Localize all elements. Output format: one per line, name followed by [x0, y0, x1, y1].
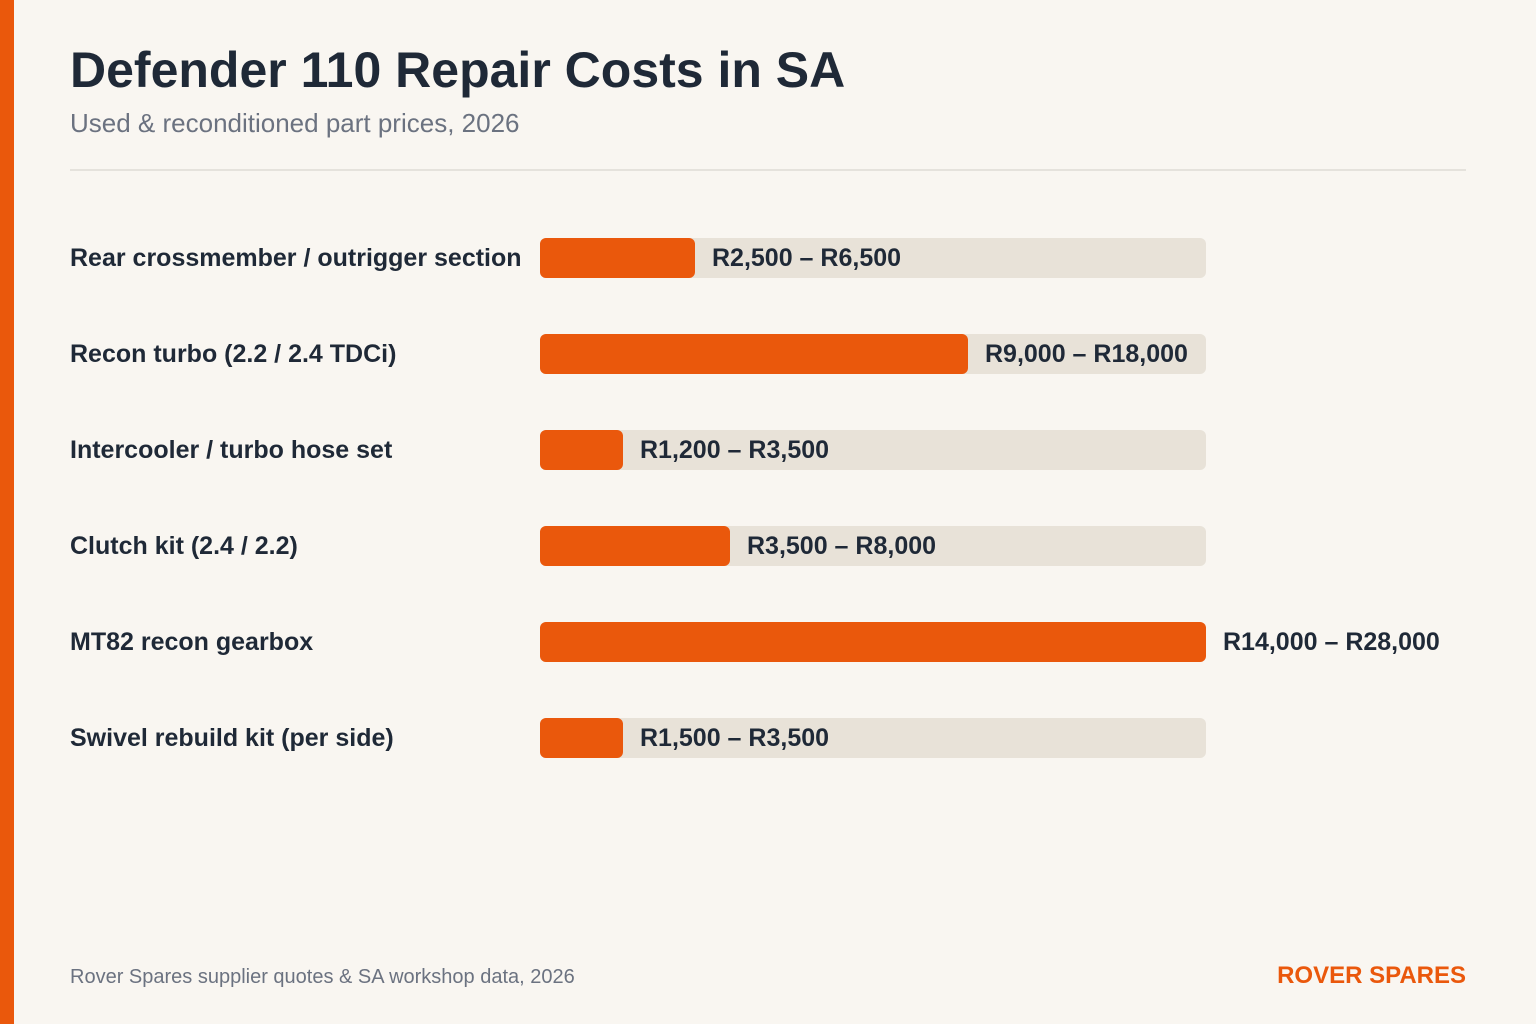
brand-logo: ROVER SPARES — [1277, 962, 1466, 989]
price-range-label: R1,500 – R3,500 — [640, 724, 830, 752]
category-label: Intercooler / turbo hose set — [70, 436, 393, 464]
price-range-label: R1,200 – R3,500 — [640, 436, 830, 464]
category-label: Clutch kit (2.4 / 2.2) — [70, 532, 298, 560]
price-bar — [540, 334, 968, 374]
price-range-label: R14,000 – R28,000 — [1223, 628, 1440, 656]
price-bar — [540, 238, 695, 278]
chart-subtitle: Used & reconditioned part prices, 2026 — [70, 108, 520, 138]
source-note: Rover Spares supplier quotes & SA worksh… — [70, 966, 575, 988]
chart-title: Defender 110 Repair Costs in SA — [70, 42, 846, 98]
price-bar — [540, 430, 623, 470]
accent-stripe — [0, 0, 14, 1024]
price-range-label: R9,000 – R18,000 — [985, 340, 1188, 368]
category-label: Rear crossmember / outrigger section — [70, 244, 522, 272]
category-label: MT82 recon gearbox — [70, 628, 314, 656]
bar-track — [540, 430, 1206, 470]
header-divider — [70, 169, 1466, 171]
bar-track — [540, 718, 1206, 758]
price-bar — [540, 718, 623, 758]
category-label: Swivel rebuild kit (per side) — [70, 724, 394, 752]
price-range-label: R3,500 – R8,000 — [747, 532, 937, 560]
price-bar — [540, 622, 1206, 662]
category-label: Recon turbo (2.2 / 2.4 TDCi) — [70, 340, 397, 368]
price-bar — [540, 526, 730, 566]
price-range-label: R2,500 – R6,500 — [712, 244, 902, 272]
